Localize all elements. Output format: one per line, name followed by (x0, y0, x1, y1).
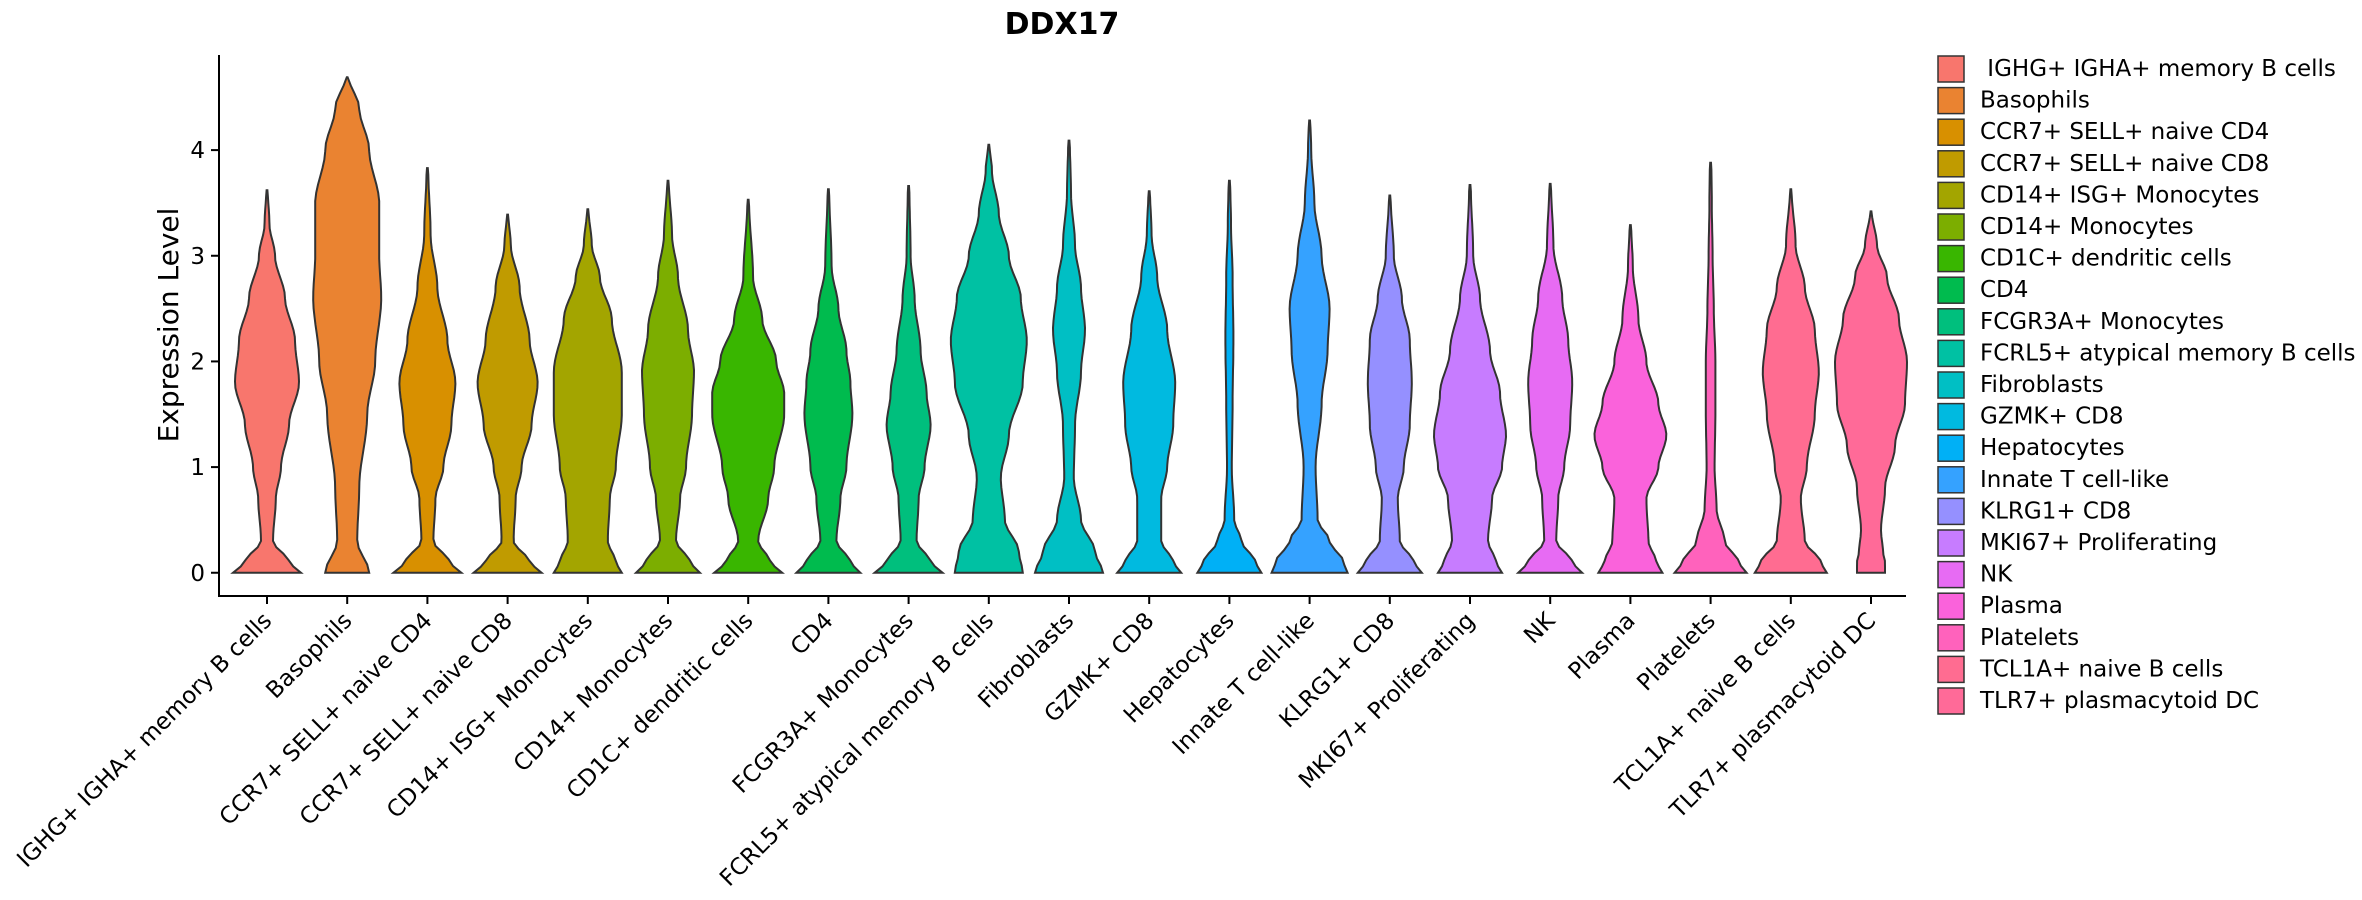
legend-swatch (1937, 529, 1965, 557)
violin-tcl1a-naive-b-cells (1753, 188, 1829, 574)
legend-label: FCRL5+ atypical memory B cells (1980, 340, 2356, 366)
legend-label: Plasma (1980, 593, 2063, 619)
legend-swatch (1937, 466, 1965, 494)
violin-klrg1-cd8 (1355, 194, 1424, 574)
legend-swatch (1937, 371, 1965, 399)
legend-label: Hepatocytes (1980, 435, 2125, 461)
y-axis-ticks: 0 1 2 3 4 (190, 138, 219, 587)
legend-swatch (1937, 244, 1965, 273)
violin-cd14-isg-monocytes (552, 208, 624, 574)
legend-label: GZMK+ CD8 (1980, 404, 2124, 430)
violin-fcrl5-atypical-memory-b-cells (949, 143, 1028, 574)
legend-label: Platelets (1980, 625, 2079, 651)
x-tick-label: IGHG+ IGHA+ memory B cells (12, 608, 277, 873)
violin-cd14-monocytes (633, 179, 703, 574)
y-tick-label: 0 (190, 561, 205, 587)
legend-swatch (1937, 55, 1965, 83)
y-tick-label: 3 (190, 244, 205, 270)
legend-swatch (1937, 213, 1965, 241)
x-tick-label: CD4 (786, 608, 839, 661)
legend-label: TCL1A+ naive B cells (1979, 656, 2223, 682)
legend-swatch (1937, 86, 1965, 115)
violin-fcgr3a-monocytes (871, 185, 946, 574)
violin-platelets (1672, 161, 1749, 574)
y-tick-label: 2 (190, 349, 205, 375)
legend-label: IGHG+ IGHA+ memory B cells (1980, 56, 2336, 82)
violin-basophils (312, 76, 383, 574)
legend-swatch (1937, 118, 1965, 146)
violin-ighg-igha-memory-b-cells (230, 189, 304, 574)
violin-cd4 (793, 188, 863, 574)
violin-plasma (1593, 224, 1668, 574)
violin-fibroblasts (1033, 139, 1105, 574)
legend-swatch (1937, 181, 1965, 210)
legend-label: CD14+ ISG+ Monocytes (1980, 182, 2259, 208)
legend-swatch (1937, 276, 1965, 304)
legend-swatch (1937, 624, 1965, 652)
legend-label: Innate T cell-like (1980, 467, 2169, 493)
legend-label: FCGR3A+ Monocytes (1980, 309, 2224, 335)
x-tick-label: NK (1519, 607, 1561, 649)
legend: IGHG+ IGHA+ memory B cells Basophils CCR7+… (1937, 55, 2356, 715)
legend-label: CD4 (1980, 277, 2028, 303)
violin-ccr7-sell-naive-cd4 (390, 167, 465, 574)
legend-label: CD1C+ dendritic cells (1980, 246, 2232, 272)
legend-label: CD14+ Monocytes (1980, 214, 2194, 240)
x-axis-ticks: IGHG+ IGHA+ memory B cellsBasophilsCCR7+… (12, 596, 1881, 892)
y-tick-label: 1 (190, 455, 205, 481)
legend-label: KLRG1+ CD8 (1980, 498, 2131, 524)
x-tick-label: Plasma (1564, 608, 1641, 685)
x-tick-label: Innate T cell-like (1168, 608, 1320, 760)
legend-swatch (1937, 655, 1965, 684)
legend-swatch (1937, 687, 1965, 715)
legend-label: CCR7+ SELL+ naive CD4 (1980, 119, 2269, 145)
x-tick-label: CD14+ Monocytes (509, 608, 678, 777)
legend-swatch (1937, 434, 1965, 462)
legend-swatch (1937, 592, 1965, 620)
violin-innate-t-cell-like (1270, 119, 1350, 574)
y-axis-label: Expression Level (152, 208, 185, 443)
violin-gzmk-cd8 (1115, 190, 1184, 574)
legend-swatch (1937, 560, 1965, 589)
chart-title: DDX17 (1005, 7, 1120, 42)
legend-swatch (1937, 402, 1965, 431)
violin-mki67-proliferating (1432, 184, 1508, 574)
legend-label: CCR7+ SELL+ naive CD8 (1980, 151, 2269, 177)
violin-nk (1515, 182, 1585, 574)
legend-swatch (1937, 339, 1965, 368)
legend-swatch (1937, 150, 1965, 178)
legend-swatch (1937, 308, 1965, 336)
legend-label: MKI67+ Proliferating (1980, 530, 2217, 556)
legend-label: TLR7+ plasmacytoid DC (1979, 688, 2259, 714)
violin-layer (230, 76, 1909, 574)
legend-label: Fibroblasts (1980, 372, 2104, 398)
legend-swatch (1937, 497, 1965, 526)
violin-ccr7-sell-naive-cd8 (470, 213, 545, 574)
violin-cd1c-dendritic-cells (711, 198, 786, 574)
legend-label: NK (1980, 562, 2013, 588)
violin-hepatocytes (1195, 179, 1264, 574)
y-tick-label: 4 (190, 138, 205, 164)
violin-tlr7-plasmacytoid-dc (1833, 210, 1909, 574)
legend-label: Basophils (1980, 88, 2090, 114)
